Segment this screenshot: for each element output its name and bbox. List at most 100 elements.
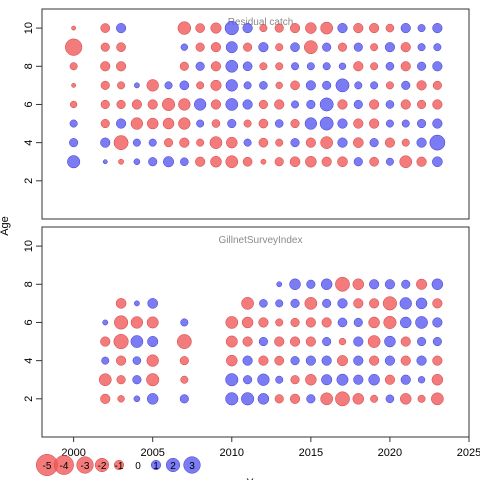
- bubble-2019-age10: [369, 23, 380, 34]
- bubble-2011-age6: [241, 316, 254, 329]
- bubble-2013-age3: [274, 157, 284, 167]
- bubble-2013-age3: [275, 375, 284, 384]
- bubble-2016-age4: [321, 355, 332, 366]
- x-axis-label: Y: [246, 477, 254, 480]
- bubble-2020-age7: [385, 81, 394, 90]
- bubble-2012-age9: [258, 42, 269, 53]
- bubble-2021-age7: [401, 80, 411, 90]
- bubble-2007-age5: [178, 117, 191, 130]
- bubble-2013-age4: [275, 138, 284, 147]
- bubble-2006-age7: [164, 81, 173, 90]
- bubble-2021-age3: [400, 374, 411, 385]
- bubble-2013-age8: [276, 281, 283, 288]
- bubble-2007-age6: [178, 98, 191, 111]
- bubble-2019-age6: [368, 316, 380, 329]
- legend-label: 3: [189, 461, 195, 472]
- bubble-2020-age4: [384, 137, 395, 148]
- bubble-2013-age5: [274, 336, 285, 347]
- bubble-2010-age5: [225, 335, 238, 348]
- bubble-2002-age9: [100, 42, 110, 52]
- bubble-2022-age3: [416, 156, 427, 167]
- bubble-2017-age8: [338, 62, 347, 70]
- bubble-2014-age9: [290, 42, 300, 52]
- bubble-2022-age3: [417, 376, 426, 384]
- bubble-2002-age4: [101, 356, 110, 365]
- bubble-2003-age5: [116, 118, 127, 129]
- bubble-2007-age2: [179, 394, 189, 404]
- bubble-2013-age9: [275, 43, 284, 52]
- bubble-2012-age10: [259, 24, 268, 33]
- legend-bubble: [165, 457, 181, 473]
- bubble-2015-age2: [306, 394, 316, 404]
- bubble-2020-age8: [384, 279, 395, 290]
- bubble-2002-age10: [100, 23, 111, 33]
- bubble-2016-age3: [321, 374, 333, 386]
- bubble-2017-age5: [337, 118, 348, 129]
- x-axis: 2000 2005 2010 2015 2020 2025: [61, 437, 480, 459]
- bubble-2006-age3: [163, 156, 175, 168]
- bubble-2015-age4: [305, 137, 316, 148]
- bubble-2017-age7: [337, 298, 348, 309]
- bubble-2019-age4: [369, 138, 379, 148]
- bubble-2017-age5: [338, 337, 347, 346]
- bubble-2012-age6: [258, 99, 268, 109]
- bubble-2005-age2: [146, 393, 159, 405]
- y-tick-label: 4: [23, 140, 35, 146]
- bubble-2020-age5: [385, 119, 394, 128]
- bubble-2016-age2: [320, 392, 333, 406]
- bubble-2003-age7: [115, 298, 127, 309]
- bubble-2022-age10: [417, 24, 426, 33]
- bubble-2009-age4: [209, 136, 223, 149]
- bubble-2014-age5: [289, 336, 301, 347]
- bubble-2023-age8: [431, 278, 444, 290]
- bubble-2002-age5: [100, 336, 111, 347]
- bubble-2021-age6: [400, 99, 411, 110]
- bubble-2013-age10: [274, 23, 284, 33]
- bubble-2013-age5: [274, 119, 284, 128]
- bubble-2000-age10: [71, 25, 77, 31]
- legend-label: 0: [135, 461, 141, 472]
- bubble-2007-age9: [180, 43, 188, 51]
- bubble-2004-age4: [132, 356, 142, 365]
- legend-label: 1: [153, 461, 159, 472]
- bubble-2018-age8: [353, 61, 364, 72]
- bubble-2021-age8: [400, 61, 411, 72]
- bubble-2014-age6: [291, 100, 300, 109]
- bubble-2017-age2: [335, 391, 350, 407]
- bubble-2022-age4: [416, 137, 427, 148]
- bubble-2018-age4: [353, 137, 364, 148]
- bubble-2003-age2: [117, 395, 125, 403]
- bubble-2009-age9: [210, 42, 222, 53]
- bubble-2003-age3: [116, 375, 126, 385]
- bubble-2005-age4: [146, 354, 159, 367]
- bubble-2012-age3: [260, 158, 267, 165]
- bubble-2015-age8: [306, 279, 316, 289]
- x-tick-label: 2010: [220, 447, 244, 459]
- bubble-2014-age10: [289, 23, 301, 34]
- bubble-2014-age7: [290, 298, 300, 308]
- bubble-2014-age2: [289, 393, 301, 404]
- bubble-2004-age2: [133, 395, 141, 403]
- bubble-2003-age6: [116, 99, 126, 109]
- bubble-2012-age6: [258, 317, 269, 328]
- bubble-2004-age3: [132, 375, 142, 385]
- bubble-2016-age8: [322, 62, 331, 71]
- bubble-2017-age10: [337, 23, 348, 34]
- panel-title: Residual catch: [228, 17, 294, 28]
- bubble-2009-age8: [210, 61, 222, 72]
- bubble-2010-age6: [225, 316, 239, 329]
- bubble-2011-age9: [243, 42, 253, 52]
- bubble-2005-age4: [148, 138, 157, 147]
- bubble-2000-age5: [69, 119, 78, 128]
- bubble-2021-age5: [401, 119, 410, 128]
- bubble-2018-age5: [353, 336, 364, 347]
- bubble-2012-age2: [257, 393, 270, 405]
- bubble-2020-age3: [384, 374, 395, 385]
- bubble-2017-age7: [335, 78, 350, 93]
- bubble-2000-age9: [65, 38, 83, 56]
- bubble-2007-age3: [180, 375, 189, 384]
- bubble-2023-age6: [432, 317, 443, 328]
- bubble-2016-age5: [319, 116, 334, 131]
- bubble-2020-age6: [385, 100, 395, 109]
- bubble-2017-age3: [336, 373, 349, 386]
